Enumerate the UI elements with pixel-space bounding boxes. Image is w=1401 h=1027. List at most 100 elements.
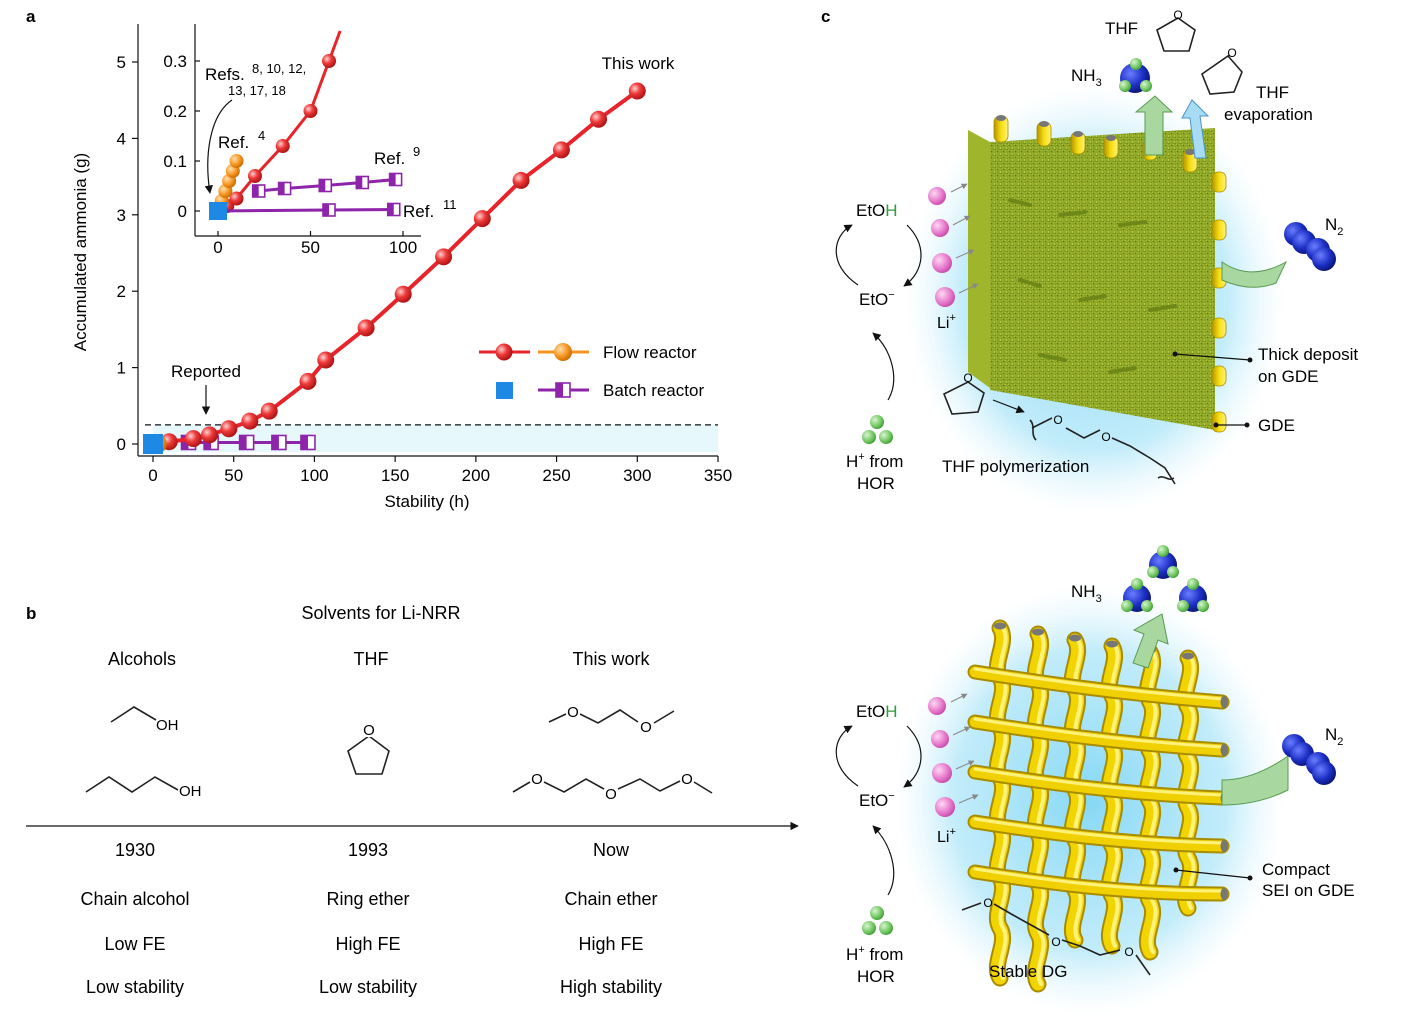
x-tick-label: 50 xyxy=(224,466,243,485)
mesh-fiber-end xyxy=(1069,634,1081,642)
x-tick-label: 250 xyxy=(542,466,570,485)
fe-chain-ether: High FE xyxy=(578,934,643,954)
top-thf-mol1-o: O xyxy=(1173,8,1182,22)
ethanol-oh: OH xyxy=(156,717,179,734)
bottom-dg-label: Stable DG xyxy=(989,962,1067,981)
bottom-schematic: NH3 N2 EtOH EtO− Li+ H+ from HOR xyxy=(835,545,1355,1015)
top-schematic: O O THF NH3 THF evaporation N2 EtOH EtO− xyxy=(835,8,1358,515)
this-work-point xyxy=(628,82,646,100)
top-thf-mol2-icon xyxy=(1201,54,1243,95)
butanol-oh: OH xyxy=(179,783,202,800)
top-cycle-arrow-right xyxy=(903,224,922,287)
inset-x-tick-label: 0 xyxy=(213,238,222,257)
mesh-fiber-end xyxy=(994,622,1006,630)
top-n2-arrow-icon xyxy=(1221,260,1288,288)
batch-marker-fill xyxy=(239,435,247,450)
inset-ref9-marker-fill xyxy=(319,179,326,192)
x-tick-label: 150 xyxy=(381,466,409,485)
top-poly-chain xyxy=(1029,417,1176,485)
bottom-h-ions xyxy=(862,906,893,935)
top-n2-label: N2 xyxy=(1325,215,1343,238)
legend-batch-square xyxy=(496,382,513,399)
x-tick-label: 300 xyxy=(623,466,651,485)
mesh-fiber-horizontal xyxy=(969,866,1228,900)
top-li-label: Li+ xyxy=(937,312,956,332)
bottom-dg-structure xyxy=(961,902,1151,976)
legend-batch-label: Batch reactor xyxy=(603,381,704,400)
top-deposit-label-2: on GDE xyxy=(1258,367,1318,386)
mesh-fiber-horizontal xyxy=(969,666,1228,708)
bottom-h-from: H+ from xyxy=(846,944,903,964)
mesh-fiber-horizontal-highlight xyxy=(973,867,1224,893)
bottom-etoh: EtOH xyxy=(856,702,898,721)
panel-label-a: a xyxy=(26,7,36,26)
bottom-n2-molecule-icon xyxy=(1282,734,1336,785)
year-1930: 1930 xyxy=(115,840,155,860)
inset-ref4-label: Ref. xyxy=(218,133,249,152)
top-thf-label: THF xyxy=(1105,19,1138,38)
top-nh3-label: NH3 xyxy=(1071,66,1102,89)
mesh-fiber-horizontal xyxy=(969,766,1228,804)
type-alcohol: Chain alcohol xyxy=(80,889,189,909)
bottom-li-ions xyxy=(928,697,955,817)
this-work-point xyxy=(317,351,335,369)
type-ring: Ring ether xyxy=(326,889,409,909)
inset-refs-arrow xyxy=(204,99,233,194)
mesh-fiber-end xyxy=(1106,640,1118,648)
mesh-fiber-end xyxy=(1182,652,1194,660)
legend-batch-marker-fill xyxy=(556,383,563,397)
inset-chart: 0 50 100 0 0.1 0.2 0.3 Refs. 8, 10, 12, 13, 17, 1… xyxy=(163,24,457,257)
mesh-fiber-horizontal xyxy=(969,716,1228,756)
dg-o2: O xyxy=(605,786,617,803)
top-li-ions xyxy=(928,187,955,307)
this-work-point xyxy=(552,141,570,159)
legend-flow-marker-red xyxy=(495,343,513,361)
bottom-dg-o2: O xyxy=(1051,935,1060,949)
top-thf-mol1-icon xyxy=(1156,17,1196,52)
mesh-fiber-horizontal-highlight xyxy=(973,817,1224,845)
fe-alcohol: Low FE xyxy=(104,934,165,954)
top-hor: HOR xyxy=(857,474,895,493)
x-axis-label: Stability (h) xyxy=(384,492,469,511)
mesh-fiber-side-end xyxy=(1220,888,1228,900)
bottom-dg-o1: O xyxy=(983,896,992,910)
ethanol-structure xyxy=(110,706,157,723)
top-h-ions xyxy=(862,415,893,444)
inset-ref9-marker-fill xyxy=(278,182,285,195)
inset-batch-start xyxy=(209,202,227,220)
inset-ref9-label: Ref. xyxy=(374,149,405,168)
thf-o: O xyxy=(363,722,375,739)
panel-label-c: c xyxy=(821,7,830,26)
top-poly-thf-o: O xyxy=(963,371,972,385)
bottom-n2-label: N2 xyxy=(1325,725,1343,748)
top-poly-arrow xyxy=(992,399,1025,414)
reported-label: Reported xyxy=(171,362,241,381)
top-deposit-dashes xyxy=(1008,198,1177,374)
top-thf-mol2-o: O xyxy=(1227,46,1236,60)
inset-ref11-line xyxy=(217,208,394,213)
this-work-label: This work xyxy=(602,54,675,73)
thf-structure xyxy=(347,735,390,775)
stability-chain-ether: High stability xyxy=(560,977,662,997)
inset-ref9-marker-fill xyxy=(389,173,396,186)
inset-red-point xyxy=(229,191,244,206)
y-tick-label: 5 xyxy=(117,53,126,72)
y-tick-label: 0 xyxy=(117,435,126,454)
mesh-fiber-horizontal-highlight xyxy=(973,667,1224,701)
top-poly-thf-icon xyxy=(942,381,985,415)
this-work-point xyxy=(184,430,202,448)
reported-region xyxy=(153,424,718,452)
inset-red-point xyxy=(248,169,262,183)
mesh-fiber-side-end xyxy=(1220,744,1228,756)
bottom-nh3-arrow-icon xyxy=(1132,613,1169,669)
top-gde-label: GDE xyxy=(1258,416,1295,435)
inset-y-tick-label: 0.1 xyxy=(163,152,187,171)
bottom-nh3-molecules-icon xyxy=(1121,545,1209,612)
inset-red-point xyxy=(322,54,336,68)
this-work-point xyxy=(201,426,218,444)
bottom-nh3-label: NH3 xyxy=(1071,582,1102,605)
legend-flow-label: Flow reactor xyxy=(603,343,697,362)
bottom-sei-label-1: Compact xyxy=(1262,860,1330,879)
top-cycle-arrow-left xyxy=(835,224,859,286)
